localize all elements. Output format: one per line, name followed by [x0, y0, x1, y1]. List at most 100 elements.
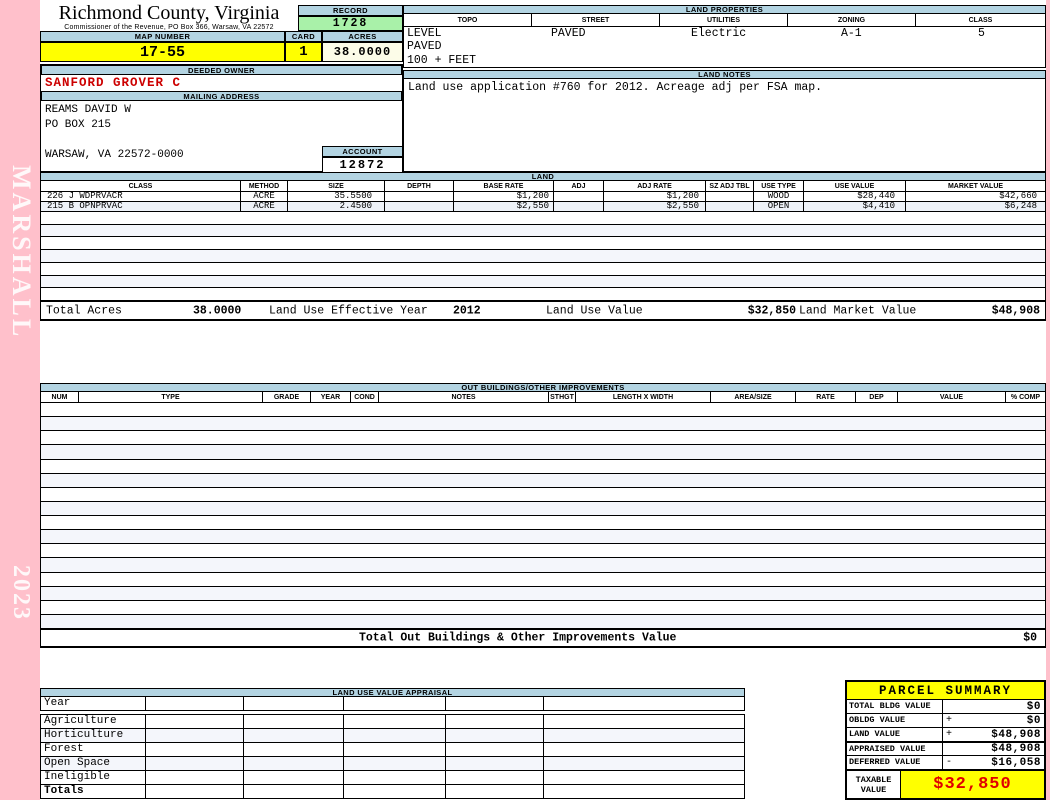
- column-header: LENGTH X WIDTH: [576, 392, 711, 402]
- deeded-owner-value: SANFORD GROVER C: [45, 76, 182, 90]
- column-header: USE VALUE: [804, 181, 906, 191]
- land-properties-values: LEVEL PAVED 100 + FEET PAVED Electric A-…: [403, 27, 1046, 68]
- empty-cell: [544, 729, 744, 742]
- column-header: DEP: [856, 392, 898, 402]
- summary-sign: +: [946, 729, 953, 740]
- total-acres-value: 38.0000: [193, 304, 242, 317]
- empty-cell: [446, 771, 544, 784]
- out-buildings-total-row: Total Out Buildings & Other Improvements…: [40, 628, 1046, 648]
- appraisal-empty-cells: [146, 729, 744, 742]
- empty-row: [41, 431, 1045, 446]
- summary-label: DEFERRED VALUE: [847, 756, 943, 769]
- topo-value-1: LEVEL: [407, 27, 442, 40]
- card-label: CARD: [285, 31, 322, 42]
- summary-value: $0: [1026, 700, 1041, 713]
- summary-value: $48,908: [991, 728, 1041, 741]
- land-use-value-label: Land Use Value: [546, 304, 643, 317]
- zoning-value: A-1: [841, 27, 862, 40]
- empty-row: [41, 237, 1045, 251]
- appraisal-row-label: Forest: [41, 743, 146, 756]
- column-header: UTILITIES: [660, 14, 788, 26]
- appraisal-empty-cells: [146, 743, 744, 756]
- land-depth: [385, 202, 454, 211]
- land-class: 215 B OPNPRVAC: [41, 202, 241, 211]
- column-header: MARKET VALUE: [947, 182, 1004, 190]
- land-table-title: LAND: [40, 172, 1046, 181]
- appraisal-row: Open Space: [40, 757, 745, 771]
- appraisal-row-label: Ineligible: [41, 771, 146, 784]
- land-table: LAND CLASS METHOD SIZE DEPTH BASE RATE A…: [40, 172, 1046, 321]
- empty-cell: [446, 729, 544, 742]
- summary-label: TOTAL BLDG VALUE: [847, 700, 943, 713]
- empty-cell: [146, 697, 244, 710]
- summary-value: $0: [1026, 714, 1041, 727]
- county-subtitle: Commissioner of the Revenue, PO Box 366,…: [64, 24, 274, 31]
- card-value: 1: [285, 42, 322, 62]
- empty-row: [41, 586, 1045, 601]
- appraisal-title: LAND USE VALUE APPRAISAL: [40, 688, 745, 697]
- land-base-rate: $2,550: [454, 202, 554, 211]
- summary-label: APPRAISED VALUE: [847, 743, 943, 755]
- appraisal-body: Agriculture Horticulture Forest Open Spa…: [40, 714, 745, 799]
- sidebar-vendor-label: MARSHALL: [7, 165, 36, 340]
- summary-row: DEFERRED VALUE - $16,058: [847, 756, 1044, 770]
- empty-cell: [446, 743, 544, 756]
- column-header: ADJ: [554, 181, 604, 191]
- record-label: RECORD: [298, 5, 403, 16]
- empty-cell: [344, 743, 446, 756]
- land-row: 226 J WDPRVACR ACRE 35.5500 $1,200 $1,20…: [40, 192, 1046, 202]
- column-header: NUM: [41, 392, 79, 402]
- mailing-address-label: MAILING ADDRESS: [41, 91, 402, 101]
- empty-row: [41, 250, 1045, 263]
- land-use-type: WOOD: [754, 192, 804, 201]
- column-header: TYPE: [79, 392, 263, 402]
- empty-cell: [244, 785, 344, 798]
- column-header: SZ ADJ TBL: [706, 181, 754, 191]
- appraisal-empty-cells: [146, 715, 744, 728]
- taxable-value-amount: $32,850: [901, 771, 1044, 798]
- effective-year-value: 2012: [453, 304, 481, 317]
- deeded-owner-label: DEEDED OWNER: [41, 65, 402, 75]
- appraisal-row-label: Open Space: [41, 757, 146, 770]
- empty-row: [41, 544, 1045, 559]
- summary-label: OBLDG VALUE: [847, 714, 943, 727]
- out-buildings-empty-rows: [40, 403, 1046, 628]
- summary-value: $48,908: [991, 743, 1041, 755]
- appraisal-row-label: Agriculture: [41, 715, 146, 728]
- column-header: RATE: [796, 392, 856, 402]
- empty-cell: [146, 785, 244, 798]
- column-header: AREA/SIZE: [711, 392, 796, 402]
- summary-label: LAND VALUE: [847, 728, 943, 741]
- summary-sign: +: [946, 715, 953, 726]
- account-label: ACCOUNT: [322, 146, 403, 157]
- land-base-rate: $1,200: [454, 192, 554, 201]
- empty-cell: [344, 771, 446, 784]
- topo-value-2: PAVED: [407, 40, 442, 53]
- appraisal-empty-cells: [146, 757, 744, 770]
- mailing-line: REAMS DAVID W: [45, 104, 131, 116]
- empty-cell: [244, 697, 344, 710]
- column-header: STREET: [532, 14, 660, 26]
- appraisal-row: Year: [40, 697, 745, 711]
- column-header: BASE RATE: [454, 181, 554, 191]
- empty-cell: [446, 757, 544, 770]
- empty-cell: [146, 715, 244, 728]
- appraisal-row-label: Horticulture: [41, 729, 146, 742]
- empty-row: [41, 460, 1045, 474]
- empty-cell: [344, 715, 446, 728]
- effective-year-label: Land Use Effective Year: [269, 304, 428, 317]
- summary-row: TOTAL BLDG VALUE $0: [847, 700, 1044, 714]
- land-size: 2.4500: [288, 202, 385, 211]
- summary-sign: -: [946, 757, 953, 768]
- empty-row: [41, 488, 1045, 502]
- topo-value-3: 100 + FEET: [407, 54, 477, 67]
- empty-cell: [344, 729, 446, 742]
- card-content: Richmond County, Virginia Commissioner o…: [40, 0, 1046, 800]
- empty-row: [41, 501, 1045, 516]
- column-header: VALUE: [898, 392, 1006, 402]
- appraisal-empty-cells: [146, 697, 744, 710]
- land-use-appraisal-table: LAND USE VALUE APPRAISAL Year Agricultur…: [40, 688, 745, 799]
- empty-cell: [146, 757, 244, 770]
- empty-row: [41, 530, 1045, 545]
